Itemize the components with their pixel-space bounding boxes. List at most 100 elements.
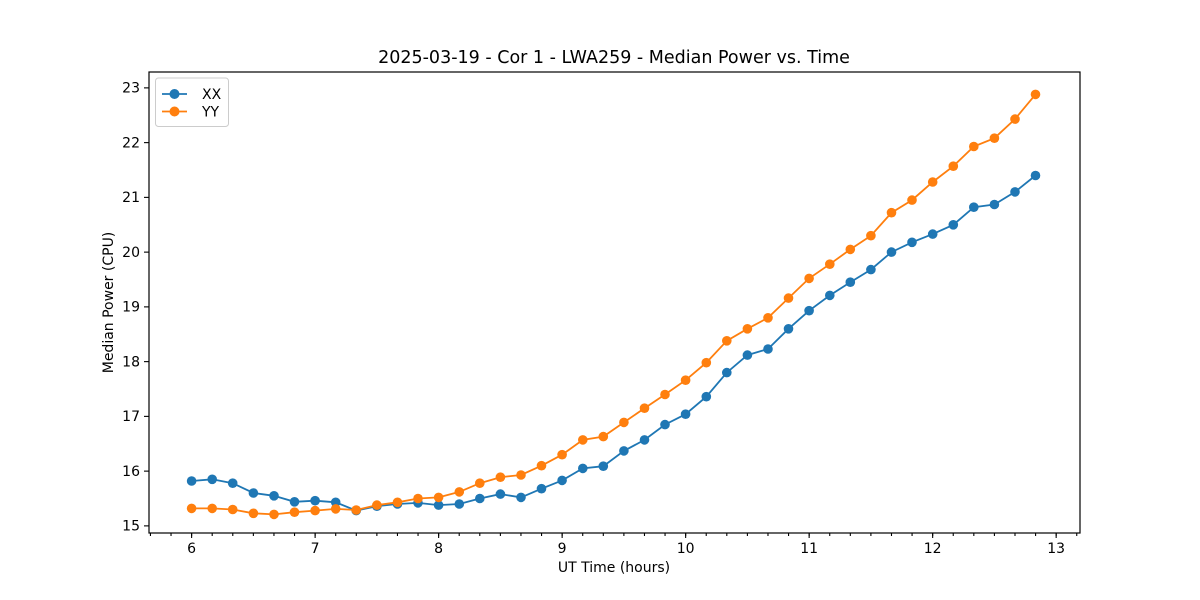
data-point-XX: [804, 305, 814, 316]
data-point-YY: [1030, 89, 1041, 100]
y-tick-label: 16: [122, 464, 140, 480]
data-point-XX: [207, 474, 217, 485]
data-point-YY: [269, 509, 279, 520]
plot-border: [148, 71, 1081, 534]
data-point-XX: [619, 446, 629, 456]
data-point-YY: [1010, 114, 1020, 124]
data-point-XX: [989, 199, 1000, 210]
data-point-XX: [289, 497, 300, 507]
data-point-XX: [701, 391, 712, 402]
x-tick-label: 11: [800, 541, 818, 557]
data-point-YY: [454, 487, 465, 497]
data-point-XX: [742, 350, 753, 360]
data-point-YY: [475, 478, 485, 489]
data-point-XX: [866, 264, 876, 275]
data-point-YY: [701, 357, 712, 368]
data-point-XX: [516, 492, 526, 503]
data-point-YY: [722, 336, 732, 346]
data-point-YY: [886, 207, 897, 218]
data-point-XX: [310, 495, 320, 506]
data-point-YY: [804, 273, 814, 284]
data-point-YY: [763, 313, 773, 323]
data-point-YY: [413, 493, 423, 504]
data-point-YY: [845, 244, 856, 255]
x-axis-label: UT Time (hours): [558, 560, 670, 576]
data-point-XX: [186, 476, 197, 486]
data-point-YY: [310, 505, 320, 516]
data-point-YY: [392, 497, 403, 508]
data-point-XX: [660, 419, 670, 430]
chart-title: 2025-03-19 - Cor 1 - LWA259 - Median Pow…: [378, 48, 850, 68]
legend-label-YY: YY: [201, 104, 220, 120]
data-point-YY: [372, 500, 382, 510]
x-tick-label: 8: [434, 541, 443, 557]
data-point-YY: [248, 508, 259, 519]
data-point-XX: [1010, 187, 1020, 197]
data-point-XX: [578, 463, 588, 474]
y-tick-label: 18: [122, 354, 140, 370]
data-point-XX: [454, 499, 465, 509]
y-tick-label: 15: [122, 519, 140, 535]
data-point-XX: [825, 290, 835, 301]
data-point-XX: [680, 409, 691, 420]
data-point-XX: [536, 483, 547, 494]
y-tick-label: 23: [122, 81, 140, 97]
data-point-XX: [475, 493, 485, 504]
data-point-XX: [763, 344, 773, 354]
data-point-XX: [227, 478, 238, 489]
data-point-YY: [619, 417, 629, 428]
data-point-XX: [969, 202, 979, 212]
legend-marker: [169, 106, 180, 117]
y-axis-label: Median Power (CPU): [101, 232, 117, 374]
data-point-YY: [948, 161, 959, 171]
data-point-YY: [330, 504, 341, 514]
data-point-YY: [495, 472, 506, 483]
data-point-YY: [825, 259, 835, 270]
data-point-XX: [948, 220, 959, 230]
y-tick-label: 21: [122, 190, 140, 206]
data-point-YY: [186, 503, 197, 514]
y-tick-label: 17: [122, 409, 140, 425]
data-point-YY: [557, 449, 567, 460]
data-point-XX: [330, 497, 341, 508]
data-point-YY: [227, 504, 238, 515]
y-tick-label: 20: [122, 245, 140, 261]
data-point-YY: [969, 141, 979, 152]
data-point-YY: [989, 133, 1000, 143]
data-point-YY: [907, 195, 917, 205]
x-tick-label: 9: [558, 541, 567, 557]
data-point-YY: [927, 177, 938, 187]
data-point-YY: [289, 507, 300, 517]
data-point-XX: [557, 475, 567, 486]
data-point-YY: [207, 503, 217, 514]
data-point-YY: [598, 431, 609, 442]
data-point-YY: [866, 230, 876, 241]
x-tick-label: 10: [677, 541, 695, 557]
data-point-XX: [907, 237, 917, 248]
legend-label-XX: XX: [202, 87, 222, 103]
data-point-XX: [639, 435, 650, 445]
data-point-YY: [783, 293, 794, 303]
data-point-YY: [351, 505, 362, 515]
y-tick-label: 22: [122, 135, 140, 151]
data-point-YY: [660, 389, 670, 400]
x-tick-label: 6: [187, 541, 196, 557]
x-tick-label: 7: [311, 541, 320, 557]
data-point-XX: [1030, 170, 1041, 181]
data-point-XX: [845, 277, 856, 288]
data-point-XX: [927, 229, 938, 239]
data-point-XX: [722, 367, 732, 378]
data-point-YY: [680, 375, 691, 386]
data-point-XX: [598, 461, 609, 472]
data-point-XX: [495, 489, 506, 499]
y-tick-label: 19: [122, 300, 140, 316]
data-point-YY: [536, 460, 547, 471]
data-point-XX: [783, 324, 794, 334]
data-point-YY: [516, 470, 526, 480]
data-point-XX: [269, 491, 279, 501]
data-point-YY: [578, 435, 588, 445]
data-point-YY: [639, 403, 650, 414]
